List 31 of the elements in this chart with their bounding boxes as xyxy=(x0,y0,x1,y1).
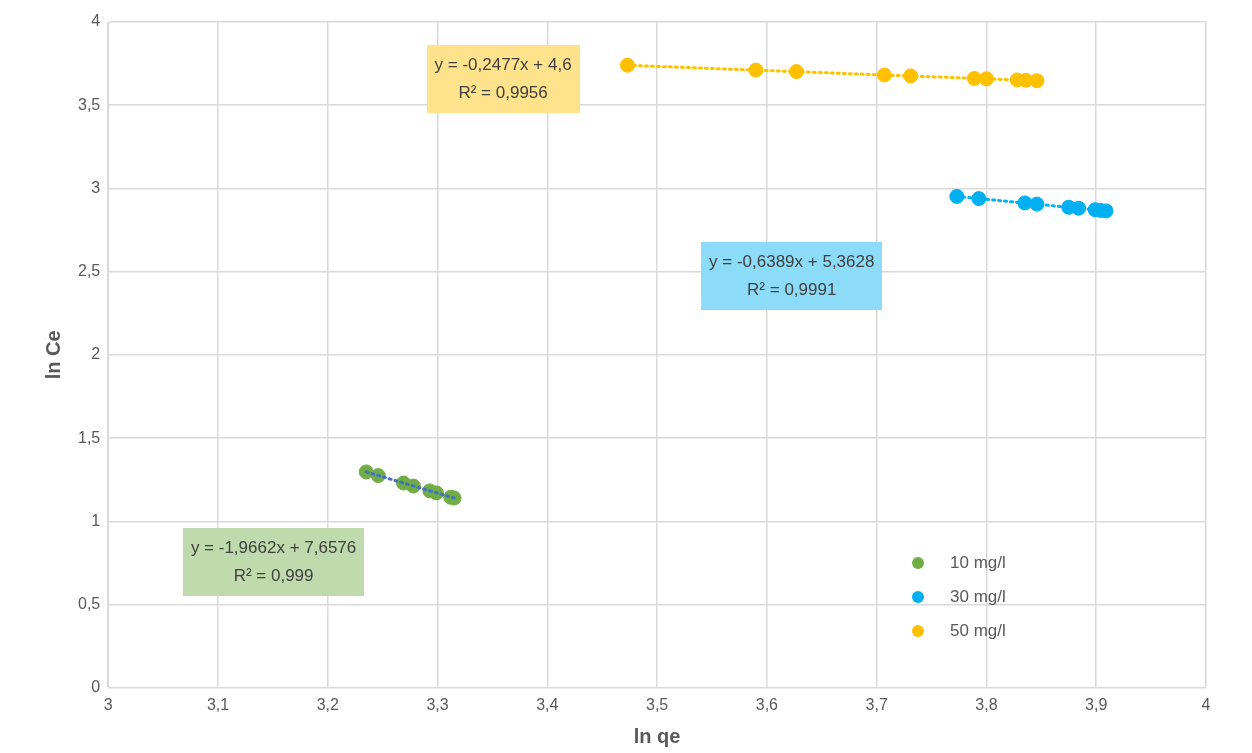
legend-label: 50 mg/l xyxy=(950,620,1006,641)
x-tick-label: 3 xyxy=(103,695,113,713)
x-tick-label: 3,7 xyxy=(865,695,888,713)
point xyxy=(619,57,635,73)
point xyxy=(949,188,965,204)
y-tick-label: 0,5 xyxy=(77,594,101,612)
y-axis-title: ln Ce xyxy=(41,330,64,380)
y-tick-label: 4 xyxy=(91,12,101,30)
legend-label: 30 mg/l xyxy=(950,586,1006,607)
x-tick-label: 3,2 xyxy=(316,695,340,713)
y-tick-label: 2,5 xyxy=(77,262,101,280)
x-tick-label: 3,6 xyxy=(755,695,779,713)
y-tick-label: 0 xyxy=(91,678,101,696)
x-tick-label: 3,5 xyxy=(646,695,669,713)
y-tick-label: 1,5 xyxy=(77,428,101,446)
y-tick-label: 2 xyxy=(91,345,101,363)
annotation: y = -0,2477x + 4,6 R² = 0,9956 xyxy=(426,45,580,114)
legend-label: 10 mg/l xyxy=(950,552,1006,573)
x-tick-label: 4 xyxy=(1201,695,1211,713)
y-tick-label: 3 xyxy=(91,178,101,196)
annotation: y = -1,9662x + 7,6576 R² = 0,999 xyxy=(182,528,365,596)
annotation: y = -0,6389x + 5,3628 R² = 0,9991 xyxy=(701,241,883,310)
x-tick-label: 3,3 xyxy=(426,695,449,713)
x-tick-label: 3,4 xyxy=(536,695,559,713)
x-tick-label: 3,9 xyxy=(1085,695,1108,713)
y-tick-label: 3,5 xyxy=(77,95,101,113)
x-axis-title: ln qe xyxy=(633,724,681,747)
x-tick-label: 3,1 xyxy=(206,695,230,713)
x-tick-label: 3,8 xyxy=(975,695,998,713)
y-tick-label: 1 xyxy=(91,511,101,529)
point xyxy=(1029,73,1045,89)
